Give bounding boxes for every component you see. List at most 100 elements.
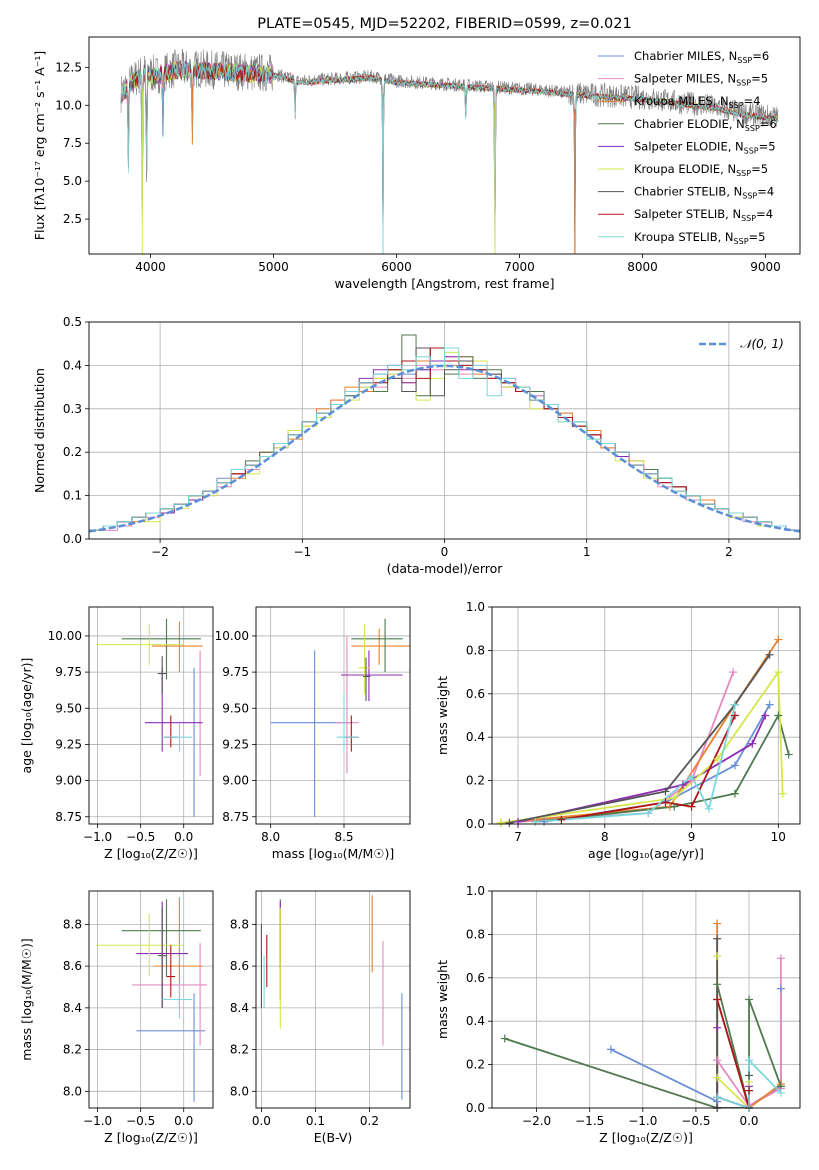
age-vs-z-ytick-label: 10.00: [48, 629, 82, 643]
age-vs-z-xtick-label: −1.0: [83, 830, 112, 844]
weight-vs-z-ytick-label: 0.8: [466, 927, 485, 941]
mass-vs-ebv-xtick-label: 0.1: [306, 1114, 325, 1128]
legend-entry: Chabrier STELIB, NSSP=4: [634, 185, 774, 201]
weight-line-ss: [561, 715, 736, 821]
legend-normal-label: 𝒩(0, 1): [740, 337, 784, 351]
age-vs-z-frame: [88, 606, 214, 825]
spectrum-ytick-label: 12.5: [55, 60, 82, 74]
age-vs-mass-plot-area: [256, 607, 410, 824]
weight-marker-ks: [776, 1088, 785, 1097]
weight-marker-ks: [704, 804, 713, 813]
weight-marker-ce: [745, 995, 754, 1004]
legend-label: Chabrier ELODIE, N: [634, 117, 745, 131]
legend-sub: SSP: [736, 169, 751, 178]
weight-marker-km: [713, 919, 722, 928]
age-vs-mass-chart: 8.0 8.5 8.75 9.00 9.25 9.50 9.75 10.00 mass [log…: [215, 606, 411, 861]
legend-suffix: =4: [756, 207, 773, 221]
weight-marker-ss: [557, 815, 566, 824]
residuals-frame: [88, 321, 801, 540]
legend-suffix: =5: [759, 139, 776, 153]
weight-vs-age-ylabel: mass weight: [435, 676, 450, 755]
legend-suffix: =5: [751, 72, 768, 86]
spectrum-xtick-label: 4000: [135, 260, 166, 274]
legend-entry: Salpeter MILES, NSSP=5: [634, 72, 768, 88]
mass-vs-ebv-ytick-label: 8.6: [230, 959, 249, 973]
age-vs-mass-ytick-label: 9.00: [222, 774, 249, 788]
weight-marker-cm: [776, 984, 785, 993]
mass-vs-ebv-xtick-label: 0.2: [360, 1114, 379, 1128]
spectrum-ytick-label: 10.0: [55, 98, 82, 112]
weight-marker-ce: [774, 711, 783, 720]
spectrum-xtick-label: 5000: [258, 260, 289, 274]
mass-vs-z-ytick-label: 8.8: [63, 917, 82, 931]
weight-marker-cs: [505, 818, 514, 827]
weight-marker-ce: [500, 1034, 509, 1043]
age-vs-z-xtick-label: 0.0: [174, 830, 193, 844]
weight-vs-age-xtick-label: 7: [514, 830, 522, 844]
age-vs-mass-ytick-label: 8.75: [222, 810, 249, 824]
legend-label: Salpeter MILES, N: [634, 72, 736, 86]
weight-marker-cm: [606, 1045, 615, 1054]
weight-vs-age-xlabel: age [log₁₀(age/yr)]: [588, 846, 704, 861]
weight-marker-ke: [713, 952, 722, 961]
weight-marker-km: [774, 635, 783, 644]
weight-vs-z-xtick-label: −1.5: [575, 1114, 604, 1128]
weight-marker-cm: [730, 761, 739, 770]
weight-marker-sm: [776, 954, 785, 963]
legend-label: Chabrier MILES, N: [634, 49, 737, 63]
spectrum-chart: 4000 5000 6000 7000 8000 9000 2.5 5.0 7.5 10.0 12.…: [32, 16, 801, 291]
mass-vs-ebv-ytick-label: 8.8: [230, 917, 249, 931]
weight-marker-cs: [745, 1071, 754, 1080]
weight-marker-se: [678, 780, 687, 789]
legend-label: Kroupa ELODIE, N: [634, 162, 736, 176]
age-vs-mass-ytick-label: 9.75: [222, 665, 249, 679]
weight-marker-ce: [713, 980, 722, 989]
legend-label: Kroupa STELIB, N: [634, 230, 734, 244]
age-vs-z-chart: −1.0 −0.5 0.0 8.75 9.00 9.25 9.50 9.75 10.00 Z [l…: [19, 606, 214, 861]
legend-sub: SSP: [744, 146, 759, 155]
weight-vs-z-ytick-label: 0.2: [466, 1058, 485, 1072]
legend-label: Kroupa MILES, N: [634, 94, 729, 108]
legend-entry: Kroupa MILES, NSSP=4: [634, 94, 760, 110]
legend-entry: Chabrier MILES, NSSP=6: [634, 49, 769, 65]
mass-vs-z-chart: −1.0 −0.5 0.0 8.0 8.2 8.4 8.6 8.8 Z [log₁₀(Z/Z☉)…: [19, 890, 214, 1145]
weight-marker-ke: [713, 1073, 722, 1082]
age-vs-z-ytick-label: 9.50: [55, 701, 82, 715]
weight-marker-cm: [540, 817, 549, 826]
legend-suffix: =6: [760, 117, 777, 131]
weight-vs-z-xlabel: Z [log₁₀(Z/Z☉)]: [599, 1130, 693, 1145]
weight-marker-cm: [765, 700, 774, 709]
age-vs-mass-ytick-label: 10.00: [215, 629, 249, 643]
legend-sub: SSP: [741, 214, 756, 223]
age-vs-mass-ytick-label: 9.50: [222, 701, 249, 715]
weight-vs-z-xtick-label: −1.0: [628, 1114, 657, 1128]
age-vs-z-ytick-label: 9.75: [55, 665, 82, 679]
weight-vs-age-frame: [491, 606, 801, 825]
age-vs-z-ytick-label: 9.25: [55, 737, 82, 751]
residuals-xlabel: (data-model)/error: [387, 561, 504, 576]
weight-marker-ke: [496, 818, 505, 827]
weight-line-ce: [504, 984, 782, 1108]
weight-marker-ks: [713, 1093, 722, 1102]
weight-vs-z-ytick-label: 0.4: [466, 1014, 485, 1028]
weight-vs-z-ytick-label: 1.0: [466, 884, 485, 898]
legend-entry: Chabrier ELODIE, NSSP=6: [634, 117, 777, 133]
residuals-ytick-label: 0.3: [63, 402, 82, 416]
weight-line-ke: [716, 956, 750, 1108]
age-vs-mass-xtick-label: 8.5: [334, 830, 353, 844]
weight-marker-ke: [774, 668, 783, 677]
mass-vs-z-ylabel: mass [log₁₀(M/M☉)]: [19, 938, 34, 1060]
weight-marker-se: [514, 817, 523, 826]
mass-vs-ebv-chart: 0.0 0.1 0.2 8.0 8.2 8.4 8.6 8.8 E(B-V): [230, 890, 411, 1145]
model-spectrum-ks: [120, 61, 779, 246]
weight-marker-ce: [670, 802, 679, 811]
residuals-ytick-label: 0.1: [63, 489, 82, 503]
residuals-xtick-label: 2: [725, 545, 733, 559]
mass-vs-z-ytick-label: 8.4: [63, 1001, 82, 1015]
weight-marker-se: [748, 739, 757, 748]
spectrum-xlabel: wavelength [Angstrom, rest frame]: [334, 276, 554, 291]
legend-sub: SSP: [737, 56, 752, 65]
weight-vs-age-ytick-label: 1.0: [466, 600, 485, 614]
weight-line-ce: [535, 713, 790, 823]
weight-vs-age-xtick-label: 8: [601, 830, 609, 844]
